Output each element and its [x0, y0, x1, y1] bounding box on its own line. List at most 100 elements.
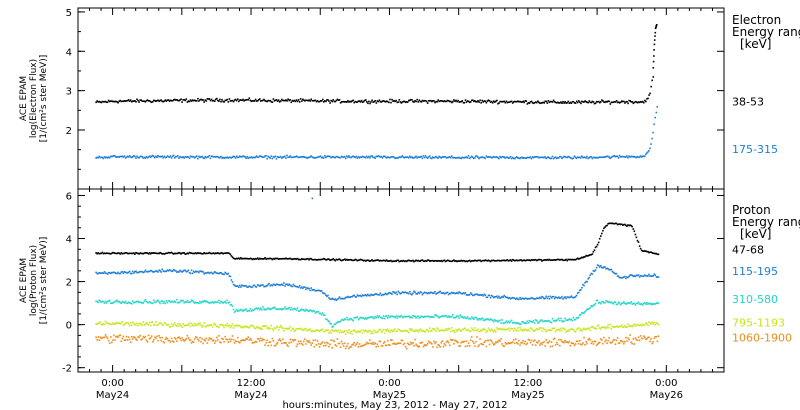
data-point [144, 335, 147, 338]
data-point [481, 343, 483, 346]
data-point [292, 156, 295, 159]
data-point [105, 272, 108, 275]
data-point [528, 330, 531, 332]
data-point [402, 259, 405, 262]
data-point [568, 340, 571, 343]
data-point [409, 328, 411, 330]
data-point [336, 298, 339, 301]
data-point [565, 341, 567, 343]
data-point [203, 101, 205, 103]
y-tick-label: 4 [66, 47, 72, 58]
data-point [435, 293, 437, 295]
data-point [600, 101, 602, 103]
data-point [341, 318, 344, 321]
data-point [463, 327, 466, 330]
data-point [145, 252, 148, 254]
data-point [288, 99, 290, 102]
data-point [369, 157, 371, 159]
data-point [607, 155, 609, 158]
data-point [650, 251, 652, 253]
data-point [274, 327, 277, 330]
data-point [155, 321, 157, 323]
data-point [219, 272, 221, 274]
data-point [602, 342, 604, 345]
data-point [627, 337, 629, 339]
data-point [414, 260, 416, 262]
data-point [256, 257, 259, 259]
data-point [283, 99, 285, 102]
data-point [424, 100, 427, 102]
data-point [562, 259, 564, 261]
data-point [108, 271, 111, 274]
data-point [558, 338, 560, 341]
data-point [565, 102, 567, 104]
data-point [337, 321, 340, 323]
data-point [233, 99, 236, 101]
data-point [403, 315, 406, 318]
data-point [273, 283, 276, 286]
data-point [145, 270, 148, 273]
data-point [590, 342, 593, 345]
data-point [175, 99, 177, 101]
data-point [539, 258, 541, 261]
data-point [225, 324, 227, 327]
data-point [520, 298, 522, 300]
data-point [395, 343, 397, 345]
data-point [335, 329, 338, 332]
data-point [442, 259, 445, 262]
data-point [347, 156, 349, 159]
data-point [619, 276, 622, 279]
data-point [639, 247, 642, 250]
data-point [169, 252, 172, 254]
data-point [276, 283, 279, 286]
data-point [653, 337, 656, 340]
data-point [563, 102, 565, 104]
data-point [269, 284, 272, 287]
data-point [423, 156, 426, 159]
y-tick-label: 4 [66, 235, 72, 246]
data-point [631, 101, 634, 103]
data-point [489, 260, 492, 263]
data-point [357, 155, 360, 158]
data-point [306, 258, 308, 260]
data-point [283, 308, 285, 310]
data-point [209, 301, 212, 304]
data-point [607, 223, 609, 225]
data-point [615, 155, 618, 157]
data-point [245, 308, 247, 310]
data-point [142, 157, 145, 159]
data-point [617, 275, 620, 278]
data-point [465, 340, 468, 342]
data-point [240, 326, 242, 329]
data-point [421, 341, 424, 344]
data-point [447, 100, 450, 102]
data-point [369, 339, 371, 341]
data-point [359, 294, 362, 297]
data-point [315, 259, 318, 261]
data-point [239, 309, 241, 312]
data-point [160, 252, 162, 254]
data-point [184, 155, 187, 158]
data-point [324, 100, 326, 102]
data-point [467, 294, 470, 296]
data-point [131, 252, 133, 255]
data-point [127, 323, 130, 325]
data-point [416, 344, 418, 347]
data-point [206, 271, 209, 274]
data-point [585, 254, 587, 257]
data-point [300, 286, 303, 288]
data-point [308, 287, 310, 290]
data-point [272, 257, 275, 260]
data-point [368, 155, 370, 158]
data-point [258, 155, 261, 157]
data-point [597, 302, 600, 304]
data-point [311, 342, 313, 344]
data-point [511, 102, 514, 104]
data-point [412, 100, 414, 103]
data-point [520, 323, 522, 325]
data-point [504, 321, 507, 324]
data-point [108, 342, 111, 344]
data-point [143, 252, 146, 254]
data-point [453, 316, 455, 319]
data-point [499, 100, 501, 103]
